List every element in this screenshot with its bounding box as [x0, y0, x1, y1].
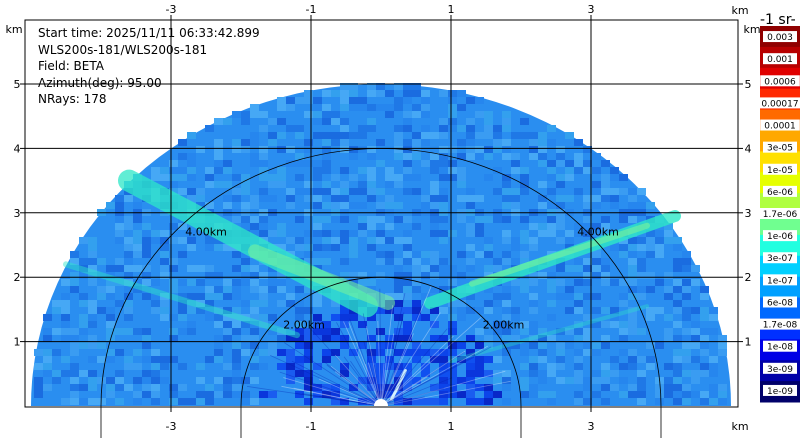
range-ring-label: 4.00km: [185, 225, 227, 238]
colorbar-label: 6e-06: [767, 188, 793, 198]
lidar-origin: [374, 399, 388, 407]
y-tick-label: 2: [745, 271, 752, 284]
colorbar-label: 1.7e-08: [763, 321, 798, 331]
range-ring-label: 4.00km: [577, 225, 619, 238]
colorbar-label-bg: [763, 274, 797, 286]
y-unit-left: km: [5, 23, 22, 36]
x-tick-label: -3: [166, 3, 177, 16]
colorbar: 1e-09 3e-09 1e-08 1.7e-08 6e-08 1e-07 3e-07 1e-…: [757, 26, 800, 403]
plot-frame: [24, 19, 739, 408]
colorbar-label-bg: [763, 230, 797, 242]
plume-right-inner: [469, 222, 650, 287]
colorbar-label-bg: [763, 163, 797, 175]
colorbar-label: 1e-08: [767, 343, 793, 353]
colorbar-label: 6e-08: [767, 298, 793, 308]
colorbar-label-bg: [763, 141, 797, 153]
y-tick-label: 2: [14, 271, 21, 284]
y-tick-label: 4: [745, 142, 752, 155]
info-start-time: Start time: 2025/11/11 06:33:42.899: [38, 26, 260, 40]
y-tick-label: 3: [745, 207, 752, 220]
plumes: [63, 169, 681, 407]
colorbar-label: 1e-09: [767, 387, 793, 397]
colorbar-label-bg: [760, 75, 800, 87]
plume-right-faint: [449, 304, 649, 363]
colorbar-label: 0.0001: [764, 122, 796, 132]
colorbar-label: 1e-06: [767, 232, 793, 242]
y-tick-label: 1: [14, 336, 21, 349]
x-tick-label: -1: [306, 3, 317, 16]
x-tick-label: -3: [166, 420, 177, 433]
y-tick-label: 4: [14, 142, 21, 155]
info-azimuth: Azimuth(deg): 95.00: [38, 76, 162, 90]
range-ring: [240, 276, 522, 438]
y-tick-label: 5: [14, 78, 21, 91]
field-cells: [34, 83, 727, 405]
colorbar-label-bg: [763, 185, 797, 197]
colorbar-label-bg: [763, 53, 797, 65]
x-tick-label: 1: [448, 3, 455, 16]
x-tick-label: 3: [588, 420, 595, 433]
range-ring-label: 2.00km: [283, 319, 325, 332]
x-tick-label: -1: [306, 420, 317, 433]
colorbar-label: 3e-07: [767, 254, 793, 264]
colorbar-label-bg: [757, 318, 800, 330]
y-unit-right: km: [743, 23, 760, 36]
y-tick-label: 3: [14, 207, 21, 220]
colorbar-label: 0.003: [767, 33, 793, 43]
info-field: Field: BETA: [38, 59, 104, 73]
colorbar-label: 1e-05: [767, 166, 793, 176]
info-nrays: NRays: 178: [38, 92, 107, 106]
x-tick-label: 1: [448, 420, 455, 433]
colorbar-label: 1.7e-06: [763, 210, 798, 220]
colorbar-label: 0.001: [767, 55, 793, 65]
info-instrument: WLS200s-181/WLS200s-181: [38, 43, 208, 57]
colorbar-title: -1 sr-: [760, 12, 796, 28]
colorbar-label-bg: [757, 208, 800, 219]
y-tick-label: 5: [745, 78, 752, 91]
axis-ticks: -3 -3 -1 -1 1 1 3 3 1 1 2 2 3 3 4 4 5 5: [14, 3, 752, 433]
range-ring: [100, 148, 662, 438]
plume-vertical: [390, 369, 407, 402]
colorbar-label-bg: [763, 296, 797, 308]
colorbar-label-bg: [763, 340, 797, 352]
colorbar-label: 0.0006: [764, 77, 796, 87]
x-unit-top: km: [731, 4, 748, 17]
colorbar-label-bg: [763, 362, 797, 374]
plume-left-faint: [63, 261, 300, 339]
colorbar-label-bg: [763, 31, 797, 43]
x-unit-bottom: km: [731, 420, 748, 433]
y-tick-label: 1: [745, 336, 752, 349]
colorbar-label: 0.00017: [761, 99, 798, 109]
colorbar-label-bg: [757, 97, 800, 109]
x-tick-label: 3: [588, 3, 595, 16]
colorbar-label: 1e-07: [767, 276, 793, 286]
colorbar-label-bg: [763, 384, 797, 396]
beta-field: [31, 83, 731, 407]
range-rings: 2.00km 2.00km 4.00km 4.00km: [100, 148, 662, 438]
colorbar-label-bg: [760, 119, 800, 131]
colorbar-label: 3e-09: [767, 365, 793, 375]
colorbar-label: 3e-05: [767, 144, 793, 154]
colorbar-swatch: [760, 214, 800, 236]
range-ring-label: 2.00km: [483, 319, 525, 332]
colorbar-label-bg: [763, 252, 797, 264]
